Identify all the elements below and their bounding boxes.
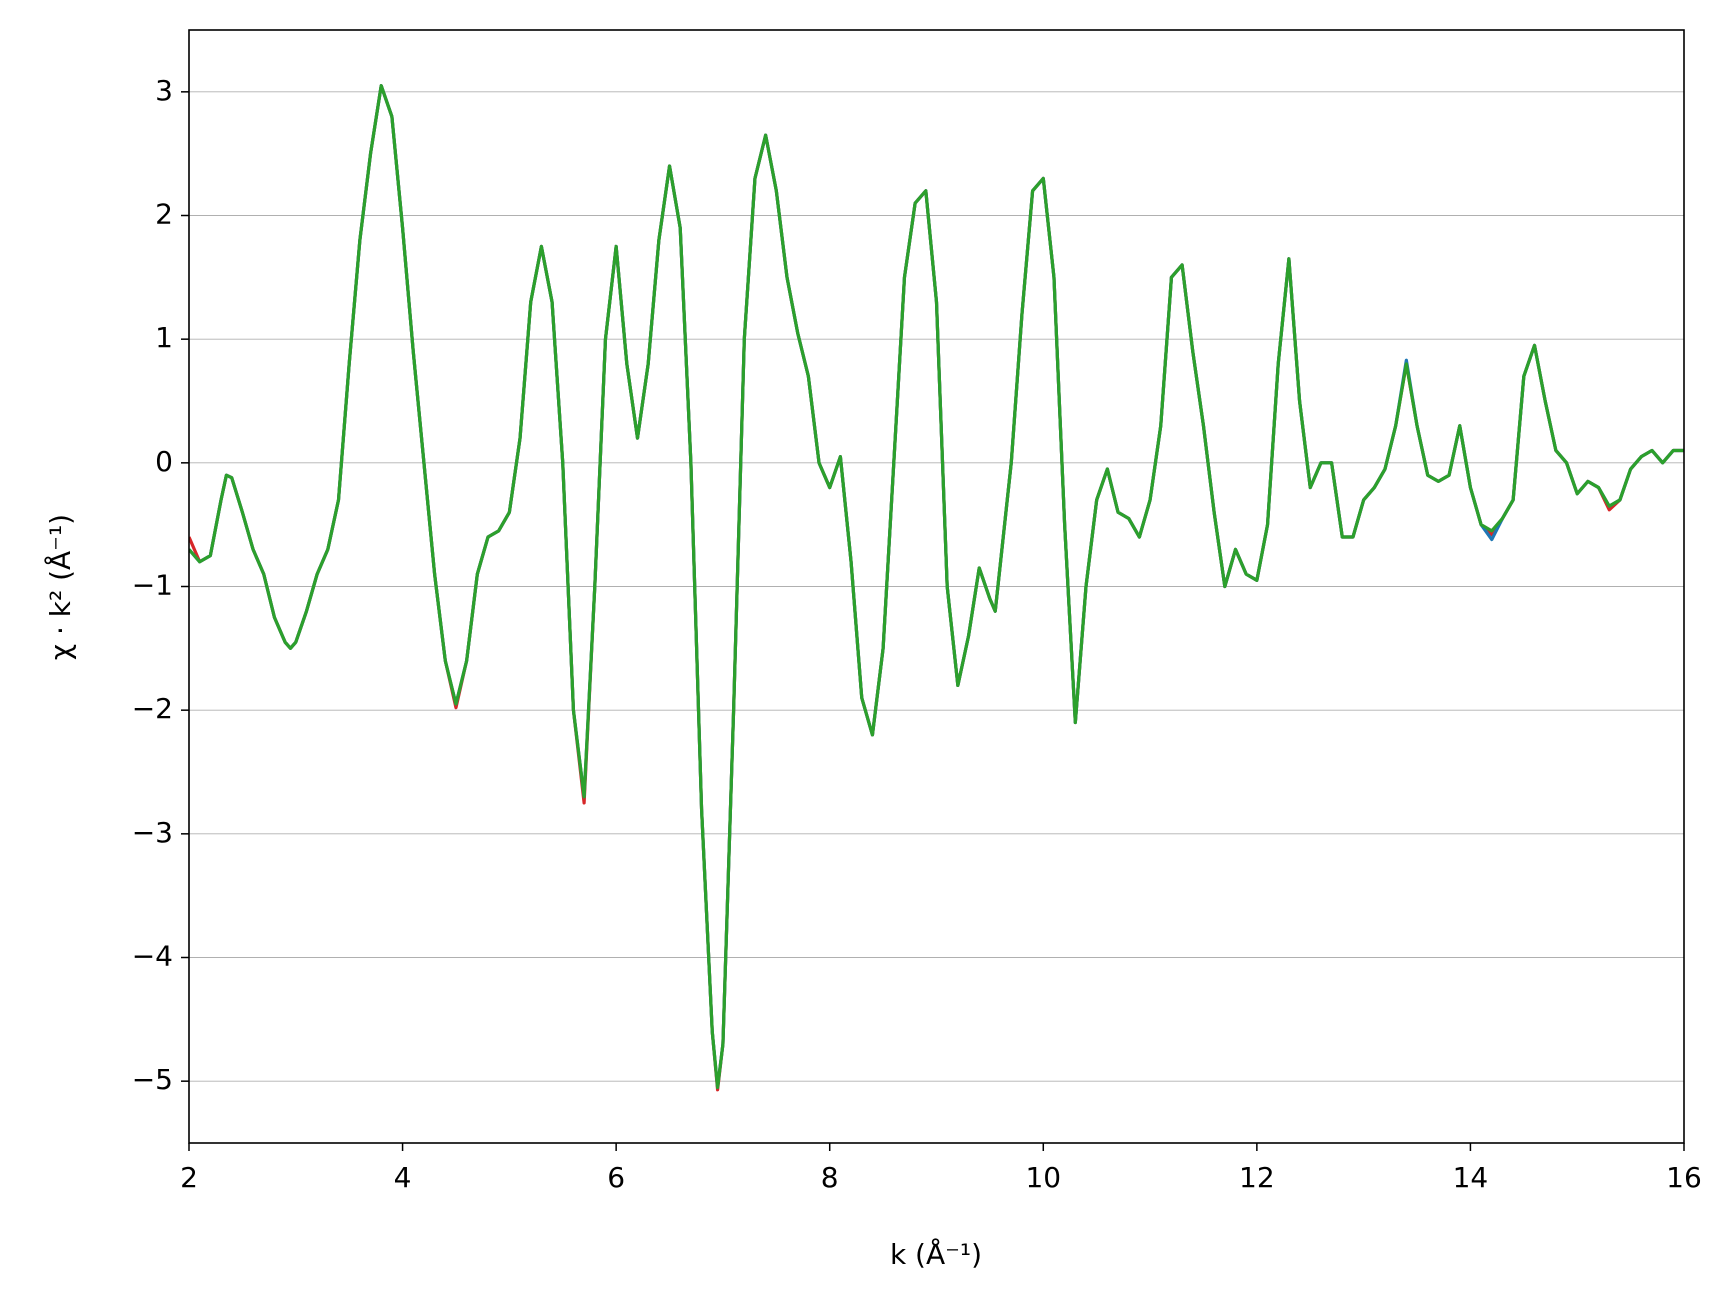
x-tick-label: 6 (607, 1161, 625, 1194)
data-line (189, 84, 1684, 1089)
x-tick-label: 12 (1239, 1161, 1275, 1194)
y-tick-label: 1 (155, 321, 173, 354)
plot-frame (188, 29, 1685, 1144)
y-tick-label: 3 (155, 74, 173, 107)
y-tick-label: −3 (132, 816, 173, 849)
x-axis-label: k (Å⁻¹) (890, 1237, 982, 1271)
x-tick-label: 16 (1666, 1161, 1702, 1194)
x-tick-label: 8 (821, 1161, 839, 1194)
y-tick-label: −1 (132, 569, 173, 602)
y-tick-label: −2 (132, 692, 173, 725)
y-tick-label: 2 (155, 198, 173, 231)
x-tick-label: 2 (180, 1161, 198, 1194)
x-tick-label: 4 (394, 1161, 412, 1194)
x-tick-label: 10 (1025, 1161, 1061, 1194)
x-tick-label: 14 (1453, 1161, 1489, 1194)
y-tick-label: −5 (132, 1063, 173, 1096)
y-tick-label: 0 (155, 445, 173, 478)
y-tick-label: −4 (132, 940, 173, 973)
y-axis-label: χ · k² (Å⁻¹) (43, 514, 77, 660)
data-line (189, 84, 1684, 1092)
